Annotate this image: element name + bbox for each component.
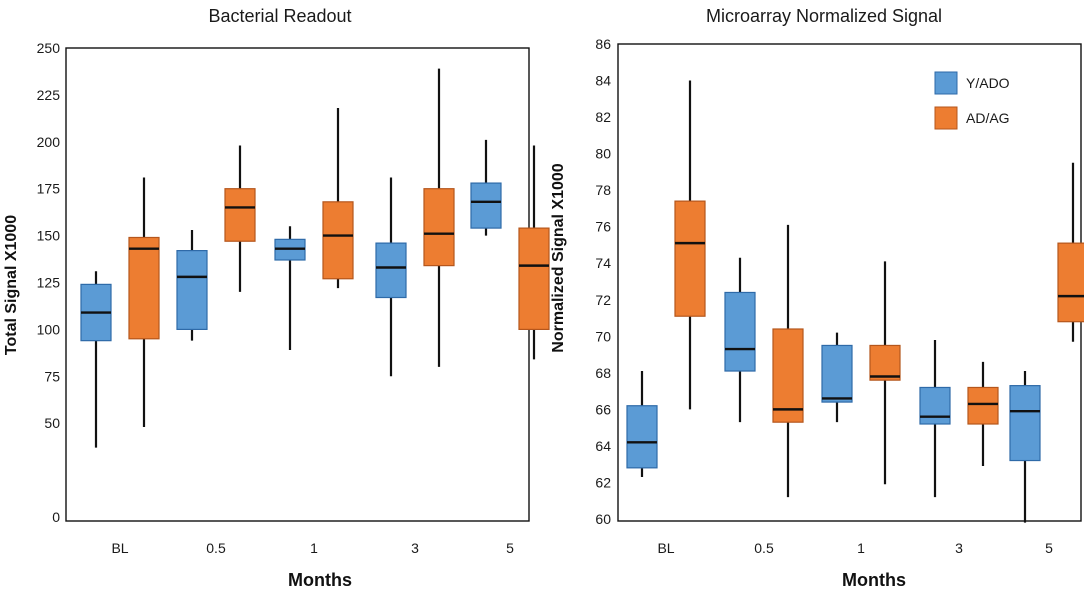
box-ad-ag-BL: [128, 177, 160, 427]
y-tick-label: 82: [595, 109, 611, 125]
legend: Y/ADO AD/AG: [934, 71, 1010, 130]
iqr-box: [224, 188, 256, 242]
iqr-box: [423, 188, 455, 267]
iqr-box: [674, 200, 706, 317]
legend-label-ad-ag: AD/AG: [966, 110, 1010, 126]
y-tick-label: 75: [44, 368, 60, 384]
box-y-ado-BL: [80, 271, 112, 448]
x-tick-label: BL: [657, 540, 674, 556]
y-tick-label: 84: [595, 73, 611, 89]
box-ad-ag-1: [322, 108, 354, 289]
y-tick-label: 66: [595, 401, 611, 417]
y-tick-label: 150: [37, 228, 61, 244]
bacterial-readout-chart: Bacterial Readout Months Total Signal X1…: [3, 6, 550, 590]
y-tick-label: 225: [37, 87, 61, 103]
y-tick-label: 78: [595, 182, 611, 198]
x-tick-label: 5: [506, 540, 514, 556]
y-tick-label: 200: [37, 134, 61, 150]
y-tick-label: 86: [595, 36, 611, 52]
iqr-box: [518, 227, 550, 330]
box-y-ado-5: [470, 139, 502, 236]
y-tick-label: 72: [595, 292, 611, 308]
y-tick-label: 74: [595, 255, 611, 271]
iqr-box: [470, 182, 502, 229]
iqr-box: [375, 242, 407, 299]
x-tick-label: 5: [1045, 540, 1053, 556]
box-ad-ag-3: [967, 361, 999, 467]
legend-label-y-ado: Y/ADO: [966, 75, 1010, 91]
microarray-chart: Microarray Normalized Signal Months Norm…: [550, 6, 1084, 590]
box-y-ado-0.5: [724, 257, 756, 423]
box-ad-ag-1: [869, 261, 901, 485]
iqr-box: [1057, 242, 1084, 323]
chart-title: Bacterial Readout: [208, 6, 351, 26]
iqr-box: [967, 386, 999, 425]
y-tick-label: 50: [44, 415, 60, 431]
y-tick-label: 76: [595, 219, 611, 235]
y-axis-label: Total Signal X1000: [3, 215, 20, 355]
iqr-box: [724, 291, 756, 372]
y-tick-label: 80: [595, 146, 611, 162]
x-tick-label: 1: [310, 540, 318, 556]
box-y-ado-5: [1009, 371, 1041, 523]
x-tick-label: 0.5: [754, 540, 774, 556]
iqr-box: [626, 405, 658, 469]
y-tick-label: 60: [595, 511, 611, 527]
box-y-ado-BL: [626, 371, 658, 477]
box-y-ado-0.5: [176, 229, 208, 341]
y-tick-label: 62: [595, 474, 611, 490]
iqr-box: [772, 328, 804, 423]
x-tick-label: 3: [955, 540, 963, 556]
y-axis-label: Normalized Signal X1000: [550, 163, 567, 353]
x-tick-label: 3: [411, 540, 419, 556]
iqr-box: [821, 344, 853, 403]
y-tick-label: 0: [52, 509, 60, 525]
box-y-ado-3: [919, 339, 951, 498]
iqr-box: [322, 201, 354, 280]
box-ad-ag-0.5: [224, 145, 256, 292]
y-tick-label: 100: [37, 321, 61, 337]
iqr-box: [128, 236, 160, 340]
iqr-box: [919, 386, 951, 425]
iqr-box: [1009, 385, 1041, 462]
chart-title: Microarray Normalized Signal: [706, 6, 942, 26]
box-ad-ag-BL: [674, 80, 706, 410]
box-ad-ag-5: [518, 145, 550, 360]
box-y-ado-3: [375, 177, 407, 377]
y-tick-label: 68: [595, 365, 611, 381]
y-tick-label: 250: [37, 40, 61, 56]
legend-swatch-ad-ag: [934, 106, 958, 130]
x-tick-label: BL: [111, 540, 128, 556]
iqr-box: [176, 250, 208, 331]
box-y-ado-1: [821, 332, 853, 423]
x-tick-label: 0.5: [206, 540, 226, 556]
y-tick-label: 175: [37, 181, 61, 197]
box-ad-ag-3: [423, 68, 455, 367]
x-axis-label: Months: [842, 570, 906, 590]
box-ad-ag-0.5: [772, 224, 804, 498]
box-y-ado-1: [274, 226, 306, 351]
legend-swatch-y-ado: [934, 71, 958, 95]
iqr-box: [869, 344, 901, 381]
y-tick-label: 70: [595, 328, 611, 344]
x-tick-label: 1: [857, 540, 865, 556]
box-ad-ag-5: [1057, 162, 1084, 342]
x-axis-label: Months: [288, 570, 352, 590]
y-tick-label: 64: [595, 438, 611, 454]
y-tick-label: 125: [37, 275, 61, 291]
